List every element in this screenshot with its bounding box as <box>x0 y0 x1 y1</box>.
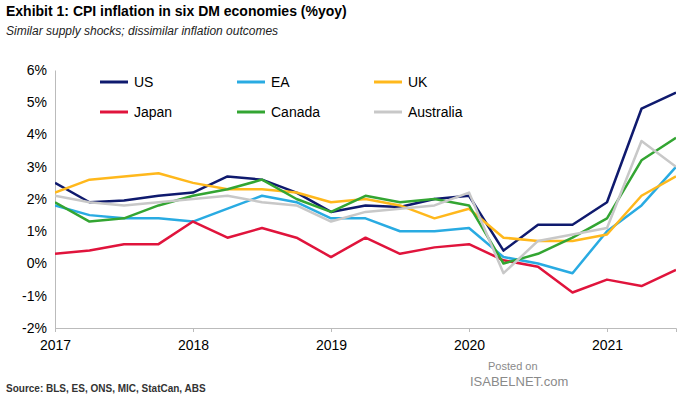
x-tick: 2019 <box>316 328 347 353</box>
x-tick-mark <box>469 328 470 332</box>
y-tick-label: 2% <box>27 191 47 207</box>
x-axis: 2017 2018 2019 2020 2021 <box>40 328 677 353</box>
y-tick-label: -2% <box>22 320 47 336</box>
legend-swatch <box>237 81 265 84</box>
y-tick-label: 5% <box>27 94 47 110</box>
y-tick-label: 4% <box>27 126 47 142</box>
y-tick: 4% <box>27 126 55 142</box>
chart: Exhibit 1: CPI inflation in six DM econo… <box>0 0 700 400</box>
x-tick: 2017 <box>40 328 71 353</box>
y-axis: -2% -1% 0% 1% 2% 3% 4% 5% 6% <box>22 62 55 336</box>
y-tick: -1% <box>22 288 55 304</box>
y-tick-label: 1% <box>27 223 47 239</box>
y-tick-label: 3% <box>27 159 47 175</box>
series-line <box>55 93 676 251</box>
y-tick: 3% <box>27 159 55 175</box>
title: Exhibit 1: CPI inflation in six DM econo… <box>6 3 347 19</box>
x-tick-label: 2017 <box>40 337 71 353</box>
x-axis-line <box>56 329 677 333</box>
source: Source: BLS, ES, ONS, MIC, StatCan, ABS <box>6 383 206 394</box>
series-line <box>55 138 676 264</box>
legend-swatch <box>374 81 402 84</box>
x-tick-label: 2018 <box>178 337 209 353</box>
x-tick-mark <box>193 328 194 332</box>
x-tick: 2018 <box>178 328 209 353</box>
legend-label: Australia <box>408 104 463 120</box>
y-tick: 0% <box>27 255 55 271</box>
x-tick-mark <box>55 328 56 332</box>
x-tick-label: 2020 <box>454 337 485 353</box>
y-tick-label: 0% <box>27 255 47 271</box>
watermark: ISABELNET.com <box>470 374 568 389</box>
x-tick-mark <box>331 328 332 332</box>
x-tick-label: 2019 <box>316 337 347 353</box>
legend-swatch <box>100 81 128 84</box>
x-tick: 2021 <box>592 328 623 353</box>
series-line <box>55 167 676 273</box>
y-tick: -2% <box>22 320 55 336</box>
legend-label: Canada <box>271 104 320 120</box>
x-tick-mark <box>607 328 608 332</box>
legend-swatch <box>237 111 265 114</box>
y-tick: 6% <box>27 62 55 78</box>
legend: US EA UK Japan Canada Australia <box>100 74 463 120</box>
legend-label: US <box>134 74 153 90</box>
legend-label: UK <box>408 74 428 90</box>
y-tick-label: -1% <box>22 288 47 304</box>
y-tick: 1% <box>27 223 55 239</box>
legend-swatch <box>100 111 128 114</box>
legend-label: EA <box>271 74 290 90</box>
subtitle: Similar supply shocks; dissimilar inflat… <box>6 24 278 38</box>
series-line <box>55 141 676 273</box>
legend-label: Japan <box>134 104 172 120</box>
legend-swatch <box>374 111 402 114</box>
x-tick: 2020 <box>454 328 485 353</box>
x-tick-label: 2021 <box>592 337 623 353</box>
y-tick-label: 6% <box>27 62 47 78</box>
y-tick: 5% <box>27 94 55 110</box>
plot-area <box>55 93 676 293</box>
y-tick: 2% <box>27 191 55 207</box>
y-axis-line <box>55 71 56 329</box>
watermark: Posted on <box>488 360 538 372</box>
